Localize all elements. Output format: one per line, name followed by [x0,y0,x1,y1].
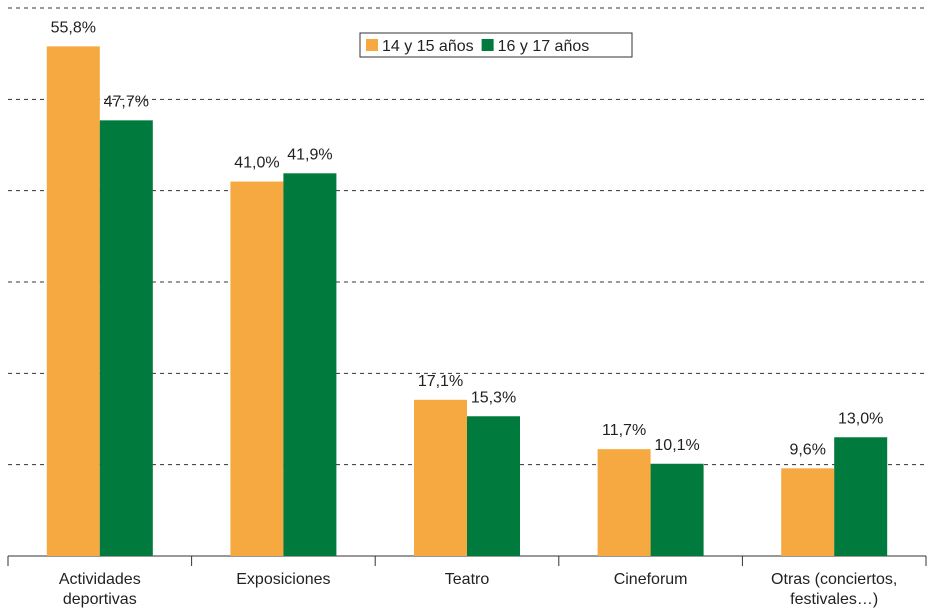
x-tick-label: Cineforum [613,571,688,588]
data-label: 9,6% [789,441,825,458]
legend-label: 14 y 15 años [382,38,474,55]
x-tick-label: Actividades deportivas [58,571,141,608]
bar [834,437,888,556]
data-label: 41,0% [234,155,279,172]
x-tick-label: Teatro [444,571,490,588]
bar [283,173,337,556]
data-label: 47,7% [104,93,149,110]
bar [46,46,100,557]
bar [230,181,284,557]
bar [414,399,467,556]
bar [650,463,704,556]
data-label: 15,3% [471,389,516,406]
x-tick-label: Exposiciones [236,571,331,588]
data-label: 10,1% [654,437,699,454]
bar [597,449,651,556]
data-label: 13,0% [838,410,883,427]
x-tick-label: Otras (conciertos, festivales…) [771,571,898,608]
legend-box [359,32,633,58]
data-label: 55,8% [51,19,96,36]
data-label: 17,1% [418,373,463,390]
bar [99,120,153,556]
data-label: 41,9% [287,146,332,163]
legend-label: 16 y 17 años [498,38,590,55]
legend-swatch [481,39,494,51]
legend-swatch [366,39,378,51]
bar [781,468,835,556]
bar [467,416,520,556]
data-label: 11,7% [602,422,646,439]
